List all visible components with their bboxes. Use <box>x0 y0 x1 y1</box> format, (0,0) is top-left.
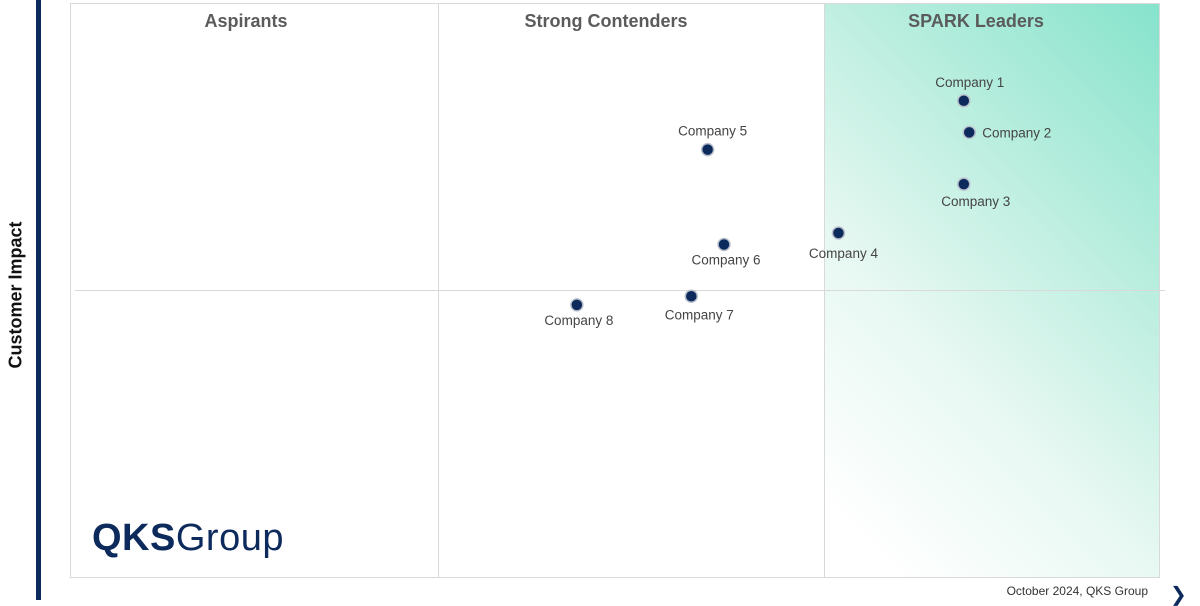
company-label: Company 8 <box>544 313 613 328</box>
x-axis-arrow-icon: ❯ <box>1170 584 1187 606</box>
company-label: Company 5 <box>678 124 747 139</box>
company-point <box>684 289 699 303</box>
quadrant-divider-horizontal <box>75 290 1165 291</box>
footer-note: October 2024, QKS Group <box>1006 584 1148 598</box>
company-point <box>957 94 971 108</box>
company-label: Company 7 <box>665 307 734 322</box>
company-point <box>717 237 731 252</box>
company-label: Company 4 <box>809 246 879 261</box>
company-label: Company 3 <box>941 194 1010 209</box>
y-axis-bar <box>36 0 41 600</box>
quadrant-title-aspirants: Aspirants <box>204 11 288 31</box>
quadrant-title-spark-leaders: SPARK Leaders <box>908 11 1044 31</box>
company-point <box>831 226 846 240</box>
brand-logo-regular: Group <box>175 517 284 559</box>
company-point <box>957 177 971 191</box>
company-point <box>962 125 976 140</box>
company-label: Company 1 <box>935 75 1004 90</box>
company-point <box>570 298 584 312</box>
quadrant-title-strong-contenders: Strong Contenders <box>524 11 688 31</box>
company-point <box>700 142 715 157</box>
brand-logo-bold: QKS <box>92 517 176 559</box>
company-label: Company 6 <box>691 253 760 268</box>
company-label: Company 2 <box>982 125 1051 140</box>
brand-logo: QKSGroup <box>92 517 284 560</box>
